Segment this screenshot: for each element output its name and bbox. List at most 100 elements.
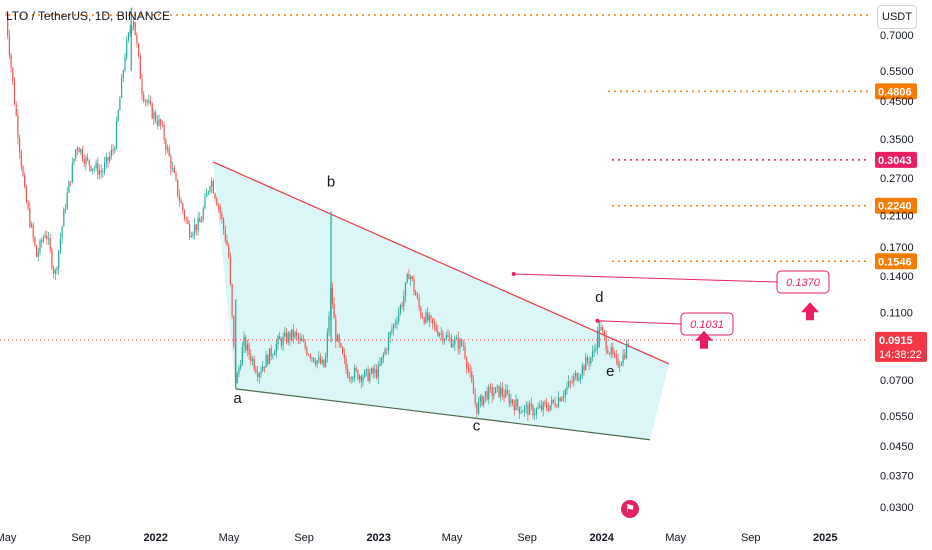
candle-body	[182, 203, 184, 211]
candle-body	[173, 167, 175, 174]
candle-body	[515, 399, 517, 410]
candle-body	[15, 104, 17, 116]
candle-body	[602, 327, 604, 331]
candle-body	[58, 250, 60, 269]
candle-body	[308, 354, 310, 356]
candle-body	[141, 79, 143, 95]
candle-body	[454, 338, 456, 345]
candle-body	[488, 386, 490, 400]
candle-body	[326, 332, 328, 357]
candle-body	[491, 387, 493, 396]
candle-body	[143, 94, 145, 102]
candle-body	[461, 339, 463, 346]
candle-body	[114, 148, 116, 151]
candle-body	[386, 349, 388, 351]
candle-body	[360, 375, 362, 382]
candle-body	[258, 373, 260, 378]
candle-body	[396, 321, 398, 324]
candle-body	[53, 267, 55, 274]
x-tick-label: 2023	[366, 532, 390, 544]
candle-body	[353, 368, 356, 379]
candle-body	[404, 282, 407, 297]
candle-body	[153, 112, 155, 119]
candle-body	[379, 363, 381, 366]
price-level-label: 0.1546	[878, 256, 912, 268]
candle-body	[512, 399, 514, 404]
candle-body	[530, 403, 532, 406]
candle-body	[217, 205, 220, 208]
candle-body	[425, 312, 427, 324]
candle-body	[535, 408, 537, 414]
y-tick-label: 0.5500	[880, 66, 914, 78]
candle-body	[476, 402, 478, 414]
candle-body	[275, 343, 277, 353]
candle-body	[338, 334, 340, 344]
candle-body	[588, 361, 590, 364]
candle-body	[245, 336, 247, 351]
x-tick-label: Sep	[517, 532, 537, 544]
candle-body	[75, 149, 77, 159]
candle-body	[100, 170, 102, 173]
y-tick-label: 0.0300	[880, 502, 914, 514]
candle-body	[546, 403, 548, 409]
price-level-tag	[875, 197, 917, 214]
candle-body	[608, 353, 611, 355]
y-tick-label: 0.0700	[880, 375, 914, 387]
candle-body	[66, 192, 68, 209]
candle-body	[124, 58, 126, 71]
y-tick-label: 0.2100	[880, 210, 914, 222]
candle-body	[56, 268, 58, 271]
candle-body	[155, 112, 157, 122]
candle-body	[139, 55, 141, 80]
candle-body	[251, 358, 254, 362]
candle-body	[309, 355, 311, 359]
candle-body	[318, 357, 320, 361]
candle-body	[347, 369, 349, 378]
candle-body	[260, 371, 262, 374]
candle-body	[615, 354, 617, 358]
candle-body	[90, 165, 92, 171]
candle-body	[455, 337, 458, 339]
candle-body	[297, 334, 299, 339]
candle-body	[382, 354, 384, 358]
candle-body	[314, 361, 316, 365]
candle-body	[377, 365, 379, 378]
candle-body	[406, 274, 408, 283]
candle-body	[257, 372, 259, 378]
candle-body	[345, 358, 347, 370]
candle-body	[13, 81, 16, 105]
candle-body	[104, 163, 106, 172]
candle-body	[115, 120, 118, 149]
candle-body	[20, 152, 22, 167]
candle-body	[624, 354, 626, 359]
candle-body	[112, 149, 114, 151]
x-tick-label: 2024	[589, 532, 614, 544]
last-price-value: 0.0915	[879, 335, 913, 347]
candle-body	[336, 334, 339, 342]
us-flag-icon[interactable]: ⚑	[621, 500, 639, 518]
candle-body	[478, 401, 480, 414]
candle-body	[180, 200, 182, 204]
candle-body	[376, 369, 378, 378]
candle-body	[625, 343, 628, 359]
candle-body	[73, 158, 75, 164]
x-tick-label: May	[665, 532, 686, 544]
candle-body	[552, 399, 554, 403]
candle-body	[187, 219, 189, 224]
candle-body	[311, 357, 313, 359]
candle-body	[493, 393, 495, 396]
candle-body	[98, 170, 101, 175]
candle-body	[238, 367, 240, 374]
candle-body	[370, 368, 373, 374]
candle-body	[578, 378, 580, 381]
candle-body	[22, 166, 24, 176]
candle-body	[97, 162, 99, 175]
candle-body	[520, 411, 522, 414]
candle-body	[24, 175, 26, 187]
candle-body	[207, 191, 209, 193]
currency-button[interactable]: USDT	[877, 5, 917, 29]
candle-body	[355, 368, 357, 371]
candle-body	[449, 336, 451, 338]
